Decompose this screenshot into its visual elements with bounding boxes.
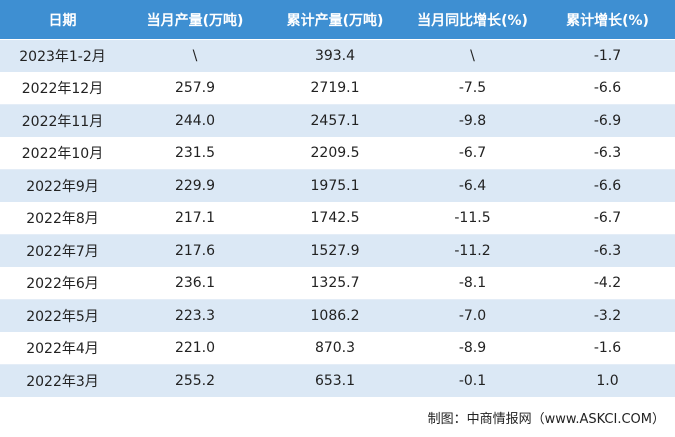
table-cell: -0.1: [458, 372, 487, 389]
table-row: 2022年3月 255.2 653.1 -0.1 1.0: [0, 365, 675, 398]
header-cell: 当月同比增长(%): [417, 12, 528, 29]
table-cell: 2023年1-2月: [19, 48, 106, 65]
table-cell: 217.6: [174, 242, 216, 259]
table-cell: -7.0: [458, 307, 487, 324]
data-table: 日期 当月产量(万吨) 累计产量(万吨) 当月同比增长(%) 累计增长(%) 2023年1…: [0, 0, 675, 398]
table-cell: -11.2: [454, 242, 491, 259]
header-cell: 当月产量(万吨): [146, 12, 244, 29]
table-cell: -8.1: [458, 275, 487, 292]
table-cell: 2209.5: [310, 145, 360, 162]
table-cell: 231.5: [174, 145, 216, 162]
table-cell: 257.9: [174, 80, 216, 97]
table-cell: 1742.5: [310, 210, 360, 227]
table-row: 2022年5月 223.3 1086.2 -7.0 -3.2: [0, 300, 675, 333]
table-row: 2023年1-2月 \ 393.4 \ -1.7: [0, 40, 675, 73]
table-cell: 221.0: [174, 340, 216, 357]
table-cell: -6.7: [593, 210, 622, 227]
table-cell: 1.0: [596, 372, 619, 389]
table-cell: 217.1: [174, 210, 216, 227]
table-cell: -4.2: [593, 275, 622, 292]
table-cell: 1325.7: [310, 275, 360, 292]
table-cell: -7.5: [458, 80, 487, 97]
table-cell: 1527.9: [310, 242, 360, 259]
table-cell: 229.9: [174, 177, 216, 194]
table-cell: 2022年6月: [26, 276, 99, 293]
table-cell: -6.6: [593, 80, 622, 97]
table-cell: -1.6: [593, 340, 622, 357]
table-cell: -6.4: [458, 177, 487, 194]
table-row: 2022年7月 217.6 1527.9 -11.2 -6.3: [0, 235, 675, 268]
header-cell: 日期: [48, 12, 77, 29]
table-cell: 2022年8月: [26, 211, 99, 228]
source-note: 制图：中商情报网（www.ASKCI.COM）: [427, 412, 665, 427]
table-cell: 2022年12月: [21, 81, 104, 98]
table-cell: 653.1: [314, 372, 356, 389]
table-cell: 2022年5月: [26, 308, 99, 325]
table-cell: -6.3: [593, 145, 622, 162]
table-row: 2022年12月 257.9 2719.1 -7.5 -6.6: [0, 72, 675, 105]
header-row: 日期 当月产量(万吨) 累计产量(万吨) 当月同比增长(%) 累计增长(%): [0, 0, 675, 40]
table-row: 2022年9月 229.9 1975.1 -6.4 -6.6: [0, 170, 675, 203]
table-cell: -8.9: [458, 340, 487, 357]
table-cell: 244.0: [174, 112, 216, 129]
table-cell: 2022年7月: [26, 243, 99, 260]
table-cell: 2719.1: [310, 80, 360, 97]
table-cell: 2022年9月: [26, 178, 99, 195]
table-cell: -6.6: [593, 177, 622, 194]
table-cell: 2457.1: [310, 112, 360, 129]
table-cell: 870.3: [314, 340, 356, 357]
table-row: 2022年11月 244.0 2457.1 -9.8 -6.9: [0, 105, 675, 138]
table-cell: -6.7: [458, 145, 487, 162]
table-row: 2022年6月 236.1 1325.7 -8.1 -4.2: [0, 267, 675, 300]
table-cell: -6.3: [593, 242, 622, 259]
table-cell: 2022年4月: [26, 341, 99, 358]
table-cell: \: [192, 47, 198, 64]
header-cell: 累计增长(%): [566, 12, 649, 29]
table-cell: 2022年3月: [26, 373, 99, 390]
table-cell: \: [470, 47, 475, 64]
table-row: 2022年10月 231.5 2209.5 -6.7 -6.3: [0, 137, 675, 170]
table-cell: 223.3: [174, 307, 216, 324]
table-cell: 393.4: [314, 47, 356, 64]
table-cell: 2022年11月: [21, 113, 104, 130]
header-cell: 累计产量(万吨): [286, 12, 384, 29]
table-cell: 1975.1: [310, 177, 360, 194]
table-cell: -6.9: [593, 112, 622, 129]
table-cell: 1086.2: [310, 307, 360, 324]
table-cell: 236.1: [174, 275, 216, 292]
table-cell: -11.5: [454, 210, 491, 227]
table-cell: 255.2: [174, 372, 216, 389]
table-cell: -3.2: [593, 307, 622, 324]
table-cell: 2022年10月: [21, 146, 104, 163]
table-cell: -9.8: [458, 112, 487, 129]
table-row: 2022年4月 221.0 870.3 -8.9 -1.6: [0, 332, 675, 365]
table-row: 2022年8月 217.1 1742.5 -11.5 -6.7: [0, 202, 675, 235]
table-cell: -1.7: [593, 47, 622, 64]
